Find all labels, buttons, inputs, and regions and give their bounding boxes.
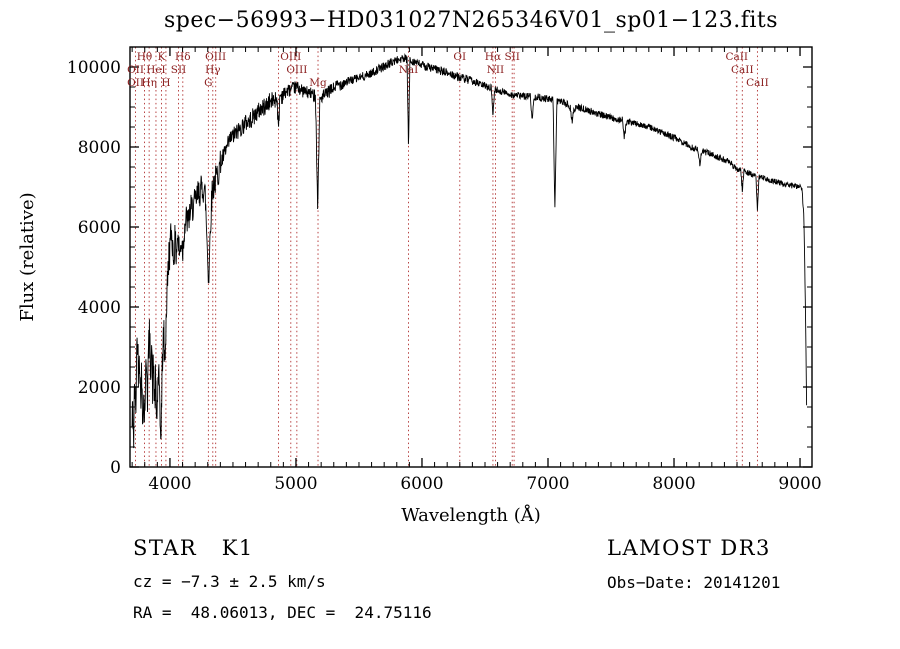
y-tick-label: 4000 [78, 298, 121, 318]
y-tick-label: 10000 [67, 58, 121, 78]
plot-title: spec−56993−HD031027N265346V01_sp01−123.f… [163, 8, 779, 33]
spectral-line-label: OIII [205, 51, 226, 63]
spectral-line-label: OII [127, 77, 144, 89]
spectral-line-label: NaI [399, 64, 419, 76]
y-axis-label: Flux (relative) [17, 192, 38, 321]
spectral-line-label: SII [504, 51, 520, 63]
spectral-line-label: OII [127, 64, 144, 76]
axis-frame [129, 46, 813, 468]
spectral-line-label: HeI [146, 64, 166, 76]
spectrum-line [131, 53, 808, 449]
spectral-line-label: Hα [485, 51, 501, 63]
x-tick-label: 4000 [148, 474, 191, 494]
spectral-line-label: OI [453, 51, 466, 63]
y-tick-label: 8000 [78, 138, 121, 158]
spectral-line-label: CaII [725, 51, 748, 63]
spectral-line-label: OIII [280, 51, 301, 63]
spectral-line-label: Hθ [137, 51, 152, 63]
spectral-line-label: K [158, 51, 166, 63]
spectral-line-label: CaII [746, 77, 769, 89]
coordinates-value: RA = 48.06013, DEC = 24.75116 [133, 603, 432, 622]
x-axis-label: Wavelength (Å) [401, 504, 541, 526]
spectral-line-label: Mg [309, 77, 327, 89]
spectral-line-label: NII [487, 64, 504, 76]
spectral-line-label: H [161, 77, 170, 89]
y-tick-label: 2000 [78, 378, 121, 398]
y-tick-label: 6000 [78, 218, 121, 238]
x-tick-label: 7000 [526, 474, 569, 494]
x-tick-label: 5000 [274, 474, 317, 494]
spectral-line-label: Hη [141, 77, 156, 89]
object-class-label: STAR K1 [133, 536, 254, 560]
x-tick-label: 9000 [778, 474, 821, 494]
x-tick-label: 6000 [400, 474, 443, 494]
spectral-line-label: OIII [286, 64, 307, 76]
survey-label: LAMOST DR3 [607, 536, 771, 560]
spectral-line-label: G [204, 77, 212, 89]
x-tick-label: 8000 [652, 474, 695, 494]
spectral-line-label: Hγ [205, 64, 220, 76]
spectral-line-label: Hδ [175, 51, 190, 63]
spectral-line-label: CaII [731, 64, 754, 76]
spectral-line-label: SII [171, 64, 187, 76]
obs-date-value: Obs−Date: 20141201 [607, 573, 781, 592]
y-tick-label: 0 [110, 458, 121, 478]
cz-value: cz = −7.3 ± 2.5 km/s [133, 572, 326, 591]
